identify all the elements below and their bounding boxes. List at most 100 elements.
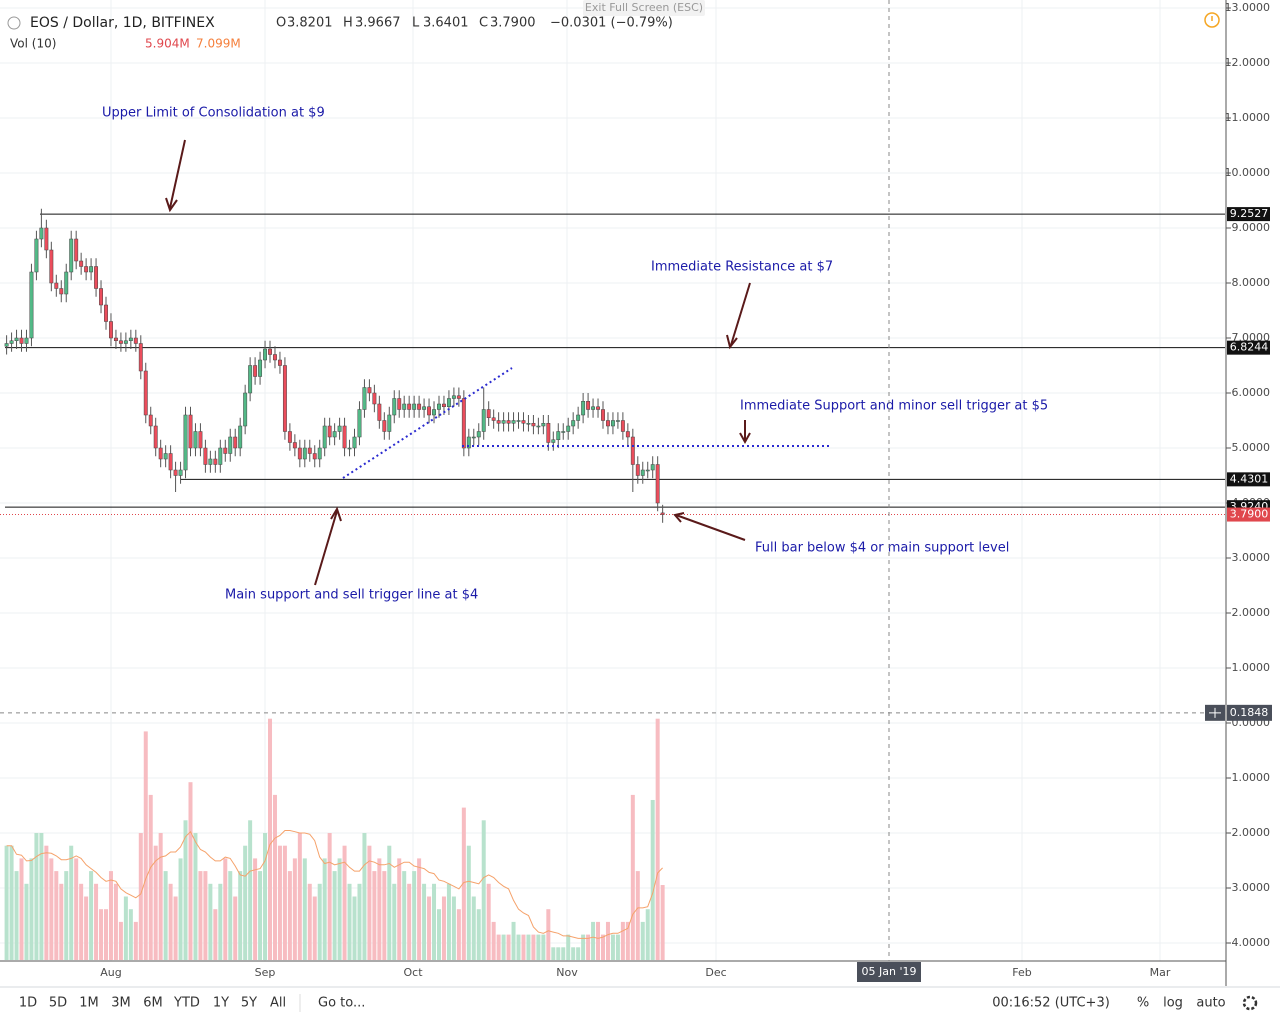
candle-body xyxy=(213,458,218,465)
last-price-box xyxy=(1227,507,1270,522)
x-tick-label: Oct xyxy=(403,966,423,979)
candle-body xyxy=(193,431,198,449)
settings-icon[interactable] xyxy=(1242,995,1258,1011)
candle-body xyxy=(223,447,228,454)
volume-bar xyxy=(118,921,123,960)
candle-body xyxy=(183,414,188,471)
volume-bar xyxy=(49,858,54,960)
volume-bar xyxy=(99,909,104,960)
volume-bar xyxy=(372,871,377,960)
volume-bar xyxy=(347,883,352,960)
candle-body xyxy=(491,417,496,421)
candle-body xyxy=(297,447,302,460)
range-button[interactable]: 5D xyxy=(49,996,67,1011)
volume-bar xyxy=(422,883,427,960)
volume-bar xyxy=(531,934,536,960)
scale-option[interactable]: auto xyxy=(1196,996,1225,1011)
ohlc-label: L xyxy=(412,16,420,31)
volume-bar xyxy=(277,845,282,960)
volume-bar xyxy=(645,909,650,960)
candle-body xyxy=(526,423,531,425)
candle-body xyxy=(109,321,113,339)
y-tick-label: 9.0000 xyxy=(1232,221,1271,234)
candle-body xyxy=(94,266,99,289)
symbol[interactable]: EOS / Dollar, 1D, BITFINEX xyxy=(30,15,215,31)
volume-bar xyxy=(640,921,645,960)
volume-bar xyxy=(263,833,268,960)
scale-option[interactable]: % xyxy=(1137,996,1149,1011)
candle-body xyxy=(496,420,501,424)
candle-body xyxy=(397,398,402,410)
volume-bar xyxy=(516,934,521,960)
volume-bar xyxy=(153,845,158,960)
range-button[interactable]: 1Y xyxy=(213,996,229,1011)
volume-bar xyxy=(143,731,148,960)
candle-body xyxy=(312,453,317,460)
candle-body xyxy=(123,340,128,344)
crosshair-y-box xyxy=(1227,704,1272,721)
range-button[interactable]: 5Y xyxy=(241,996,257,1011)
volume-bar xyxy=(19,858,24,960)
volume-bar xyxy=(218,883,223,960)
range-button[interactable]: 6M xyxy=(143,996,163,1011)
candle-body xyxy=(635,464,640,476)
candle-body xyxy=(352,436,357,449)
candle-body xyxy=(437,403,441,410)
volume-bar xyxy=(491,921,496,960)
volume-bar xyxy=(615,934,620,960)
volume-bar xyxy=(268,718,273,960)
candle-body xyxy=(104,304,108,322)
candle-body xyxy=(317,447,322,460)
candle-body xyxy=(158,447,163,460)
candle-body xyxy=(203,447,208,465)
exit-button[interactable] xyxy=(583,0,705,16)
crosshair-y-label: 0.1848 xyxy=(1230,706,1269,719)
candle-body xyxy=(302,447,307,460)
alert-icon[interactable] xyxy=(1204,12,1220,28)
candle-body xyxy=(89,266,94,273)
volume-bar xyxy=(9,845,14,960)
y-tick-label: 5.0000 xyxy=(1232,441,1271,454)
symbol-icon xyxy=(7,16,21,30)
candle-body xyxy=(531,423,536,427)
volume-bar xyxy=(506,934,511,960)
volume-bar xyxy=(4,845,9,960)
volume-bar xyxy=(536,934,541,960)
candle-body xyxy=(456,395,461,399)
candle-body xyxy=(625,431,630,438)
candle-body xyxy=(471,436,476,439)
candle-body xyxy=(596,406,600,410)
goto-button[interactable]: Go to... xyxy=(318,996,365,1011)
volume-bar xyxy=(521,934,526,960)
volume-bar xyxy=(511,921,516,960)
candle-body xyxy=(64,271,69,295)
volume-bar xyxy=(74,858,79,960)
candle-body xyxy=(74,238,79,262)
candle-body xyxy=(337,425,342,432)
range-button[interactable]: YTD xyxy=(173,996,200,1011)
volume-bar xyxy=(402,871,407,960)
x-tick-label: Sep xyxy=(255,966,276,979)
candle-body xyxy=(481,409,486,432)
volume-bar xyxy=(332,871,337,960)
x-tick-label: Dec xyxy=(705,966,726,979)
candle-body xyxy=(208,458,213,465)
volume-bar xyxy=(476,909,481,960)
candle-body xyxy=(34,238,39,273)
range-button[interactable]: 3M xyxy=(111,996,131,1011)
trend-line xyxy=(342,367,513,479)
candle-body xyxy=(113,337,118,341)
volume-bar xyxy=(173,896,178,960)
exit-fullscreen[interactable]: Exit Full Screen (ESC) xyxy=(585,1,703,14)
volume-bar xyxy=(407,883,412,960)
range-button[interactable]: 1D xyxy=(19,996,37,1011)
volume-bar xyxy=(307,883,312,960)
candle-body xyxy=(278,359,282,366)
grid: 13.0000 12.0000 11.0000 10.0000 9.0000 8.0000… xyxy=(0,0,1270,982)
ohlc-label: C xyxy=(479,16,488,31)
volume-bar xyxy=(29,858,34,960)
range-button[interactable]: 1M xyxy=(79,996,99,1011)
volume-bar xyxy=(571,947,576,960)
range-button[interactable]: All xyxy=(270,996,286,1011)
scale-option[interactable]: log xyxy=(1163,996,1183,1011)
